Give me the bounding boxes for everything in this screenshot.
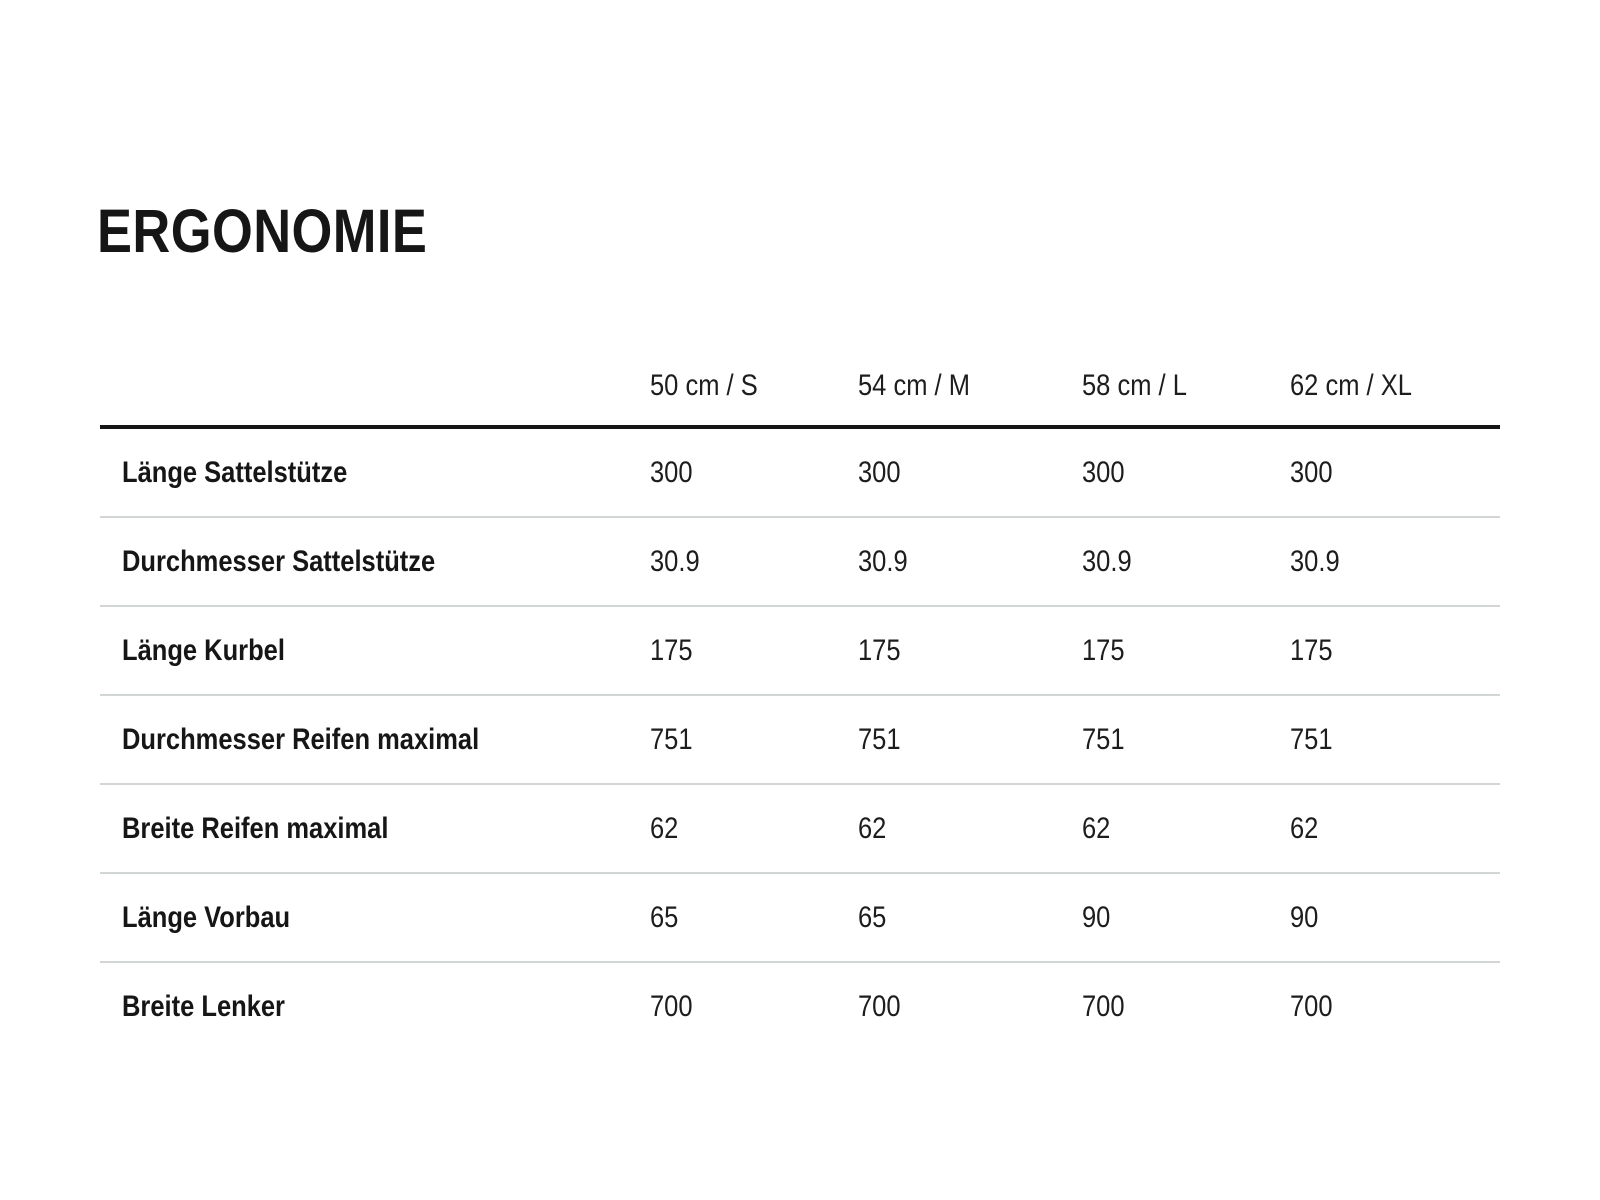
spec-value-text: 30.9: [1082, 544, 1132, 578]
size-header-label: 62 cm / XL: [1290, 369, 1412, 402]
spec-value: 65: [650, 873, 858, 962]
spec-label: Länge Sattelstütze: [100, 427, 650, 517]
spec-value: 65: [858, 873, 1082, 962]
spec-value-text: 30.9: [1290, 544, 1340, 578]
spec-value: 751: [1082, 695, 1290, 784]
spec-value: 700: [858, 962, 1082, 1050]
spec-value: 751: [1290, 695, 1500, 784]
spec-value-text: 62: [858, 811, 887, 845]
spec-value-text: 751: [1082, 722, 1125, 756]
spec-value-text: 300: [1082, 455, 1125, 489]
spec-value: 30.9: [650, 517, 858, 606]
spec-value: 30.9: [1082, 517, 1290, 606]
size-header: 54 cm / M: [858, 316, 1082, 429]
size-header-label: 50 cm / S: [650, 369, 758, 402]
size-header-label: 58 cm / L: [1082, 369, 1187, 402]
size-header: 62 cm / XL: [1290, 316, 1500, 429]
spec-value: 62: [650, 784, 858, 873]
spec-value-text: 700: [1082, 989, 1125, 1023]
spec-value: 90: [1290, 873, 1500, 962]
spec-value: 30.9: [858, 517, 1082, 606]
spec-value: 300: [1082, 427, 1290, 517]
spec-value-text: 175: [858, 633, 901, 667]
spec-value: 700: [650, 962, 858, 1050]
spec-value: 300: [650, 427, 858, 517]
spec-value-text: 90: [1290, 900, 1319, 934]
spec-value: 300: [858, 427, 1082, 517]
spec-value-text: 62: [650, 811, 679, 845]
spec-value-text: 700: [650, 989, 693, 1023]
spec-row: Durchmesser Reifen maximal 751 751 751 751: [100, 695, 1500, 784]
spec-value: 175: [1290, 606, 1500, 695]
spec-value-text: 175: [1082, 633, 1125, 667]
spec-value-text: 300: [858, 455, 901, 489]
spec-value: 300: [1290, 427, 1500, 517]
spec-row: Länge Vorbau 65 65 90 90: [100, 873, 1500, 962]
spec-value: 751: [650, 695, 858, 784]
spec-label: Durchmesser Reifen maximal: [100, 695, 650, 784]
spec-value: 62: [1290, 784, 1500, 873]
spec-value-text: 30.9: [650, 544, 700, 578]
spec-label-text: Durchmesser Reifen maximal: [122, 722, 480, 756]
spec-value-text: 751: [650, 722, 693, 756]
spec-table-body: Länge Sattelstütze 300 300 300 300 Durchmesse…: [100, 427, 1500, 1050]
spec-value: 175: [1082, 606, 1290, 695]
spec-label-text: Länge Kurbel: [122, 633, 285, 667]
spec-value: 700: [1082, 962, 1290, 1050]
spec-label: Durchmesser Sattelstütze: [100, 517, 650, 606]
spec-value: 30.9: [1290, 517, 1500, 606]
spec-label: Länge Vorbau: [100, 873, 650, 962]
spec-label: Breite Reifen maximal: [100, 784, 650, 873]
spec-value-text: 175: [1290, 633, 1333, 667]
spec-row: Durchmesser Sattelstütze 30.9 30.9 30.9 30.9: [100, 517, 1500, 606]
spec-value-text: 175: [650, 633, 693, 667]
spec-value: 62: [858, 784, 1082, 873]
spec-value-text: 65: [650, 900, 679, 934]
size-header: 50 cm / S: [650, 316, 858, 429]
spec-label-column-header: [100, 316, 650, 429]
spec-label-text: Breite Reifen maximal: [122, 811, 389, 845]
spec-value: 90: [1082, 873, 1290, 962]
spec-value-text: 90: [1082, 900, 1111, 934]
spec-label-text: Breite Lenker: [122, 989, 285, 1023]
spec-label-text: Durchmesser Sattelstütze: [122, 544, 436, 578]
spec-value-text: 751: [858, 722, 901, 756]
spec-row: Breite Lenker 700 700 700 700: [100, 962, 1500, 1050]
spec-value-text: 700: [1290, 989, 1333, 1023]
spec-value: 62: [1082, 784, 1290, 873]
spec-value: 700: [1290, 962, 1500, 1050]
spec-value-text: 62: [1290, 811, 1319, 845]
spec-value-text: 30.9: [858, 544, 908, 578]
spec-value-text: 300: [650, 455, 693, 489]
spec-value-text: 751: [1290, 722, 1333, 756]
spec-value: 175: [650, 606, 858, 695]
spec-row: Länge Sattelstütze 300 300 300 300: [100, 427, 1500, 517]
spec-value: 751: [858, 695, 1082, 784]
spec-value: 175: [858, 606, 1082, 695]
spec-row: Länge Kurbel 175 175 175 175: [100, 606, 1500, 695]
spec-label: Breite Lenker: [100, 962, 650, 1050]
size-header: 58 cm / L: [1082, 316, 1290, 429]
size-header-label: 54 cm / M: [858, 369, 970, 402]
spec-value-text: 300: [1290, 455, 1333, 489]
spec-label-text: Länge Vorbau: [122, 900, 291, 934]
spec-value-text: 700: [858, 989, 901, 1023]
spec-label: Länge Kurbel: [100, 606, 650, 695]
section-title: ERGONOMIE: [97, 197, 428, 265]
spec-row: Breite Reifen maximal 62 62 62 62: [100, 784, 1500, 873]
spec-value-text: 65: [858, 900, 887, 934]
size-header-row: 50 cm / S 54 cm / M 58 cm / L 62 cm / XL: [100, 316, 1500, 429]
spec-value-text: 62: [1082, 811, 1111, 845]
ergonomie-spec-table: 50 cm / S 54 cm / M 58 cm / L 62 cm / XL Lä…: [100, 316, 1500, 1050]
spec-label-text: Länge Sattelstütze: [122, 455, 348, 489]
